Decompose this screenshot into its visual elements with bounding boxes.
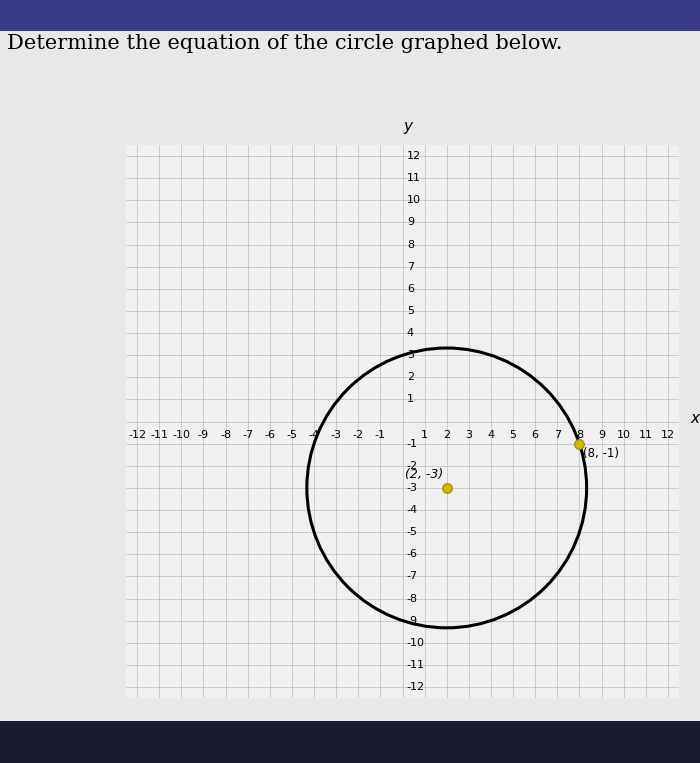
Text: 5: 5 <box>407 306 414 316</box>
Text: 1: 1 <box>407 394 414 404</box>
Text: -2: -2 <box>353 430 364 440</box>
Text: 11: 11 <box>407 173 421 183</box>
Text: 1: 1 <box>421 430 428 440</box>
Text: 2: 2 <box>443 430 450 440</box>
Text: 10: 10 <box>407 195 421 205</box>
Text: -5: -5 <box>407 527 418 537</box>
Text: -10: -10 <box>407 638 425 648</box>
Text: -8: -8 <box>220 430 231 440</box>
Text: 3: 3 <box>466 430 472 440</box>
Text: 10: 10 <box>617 430 631 440</box>
Text: -11: -11 <box>407 660 425 670</box>
Text: -3: -3 <box>330 430 342 440</box>
Text: -12: -12 <box>128 430 146 440</box>
Text: 8: 8 <box>407 240 414 250</box>
Text: (8, -1): (8, -1) <box>583 447 619 460</box>
Text: 9: 9 <box>598 430 605 440</box>
Text: -1: -1 <box>407 439 418 449</box>
Text: 12: 12 <box>407 151 421 161</box>
Text: 9: 9 <box>407 217 414 227</box>
Text: -12: -12 <box>407 682 425 692</box>
Text: -7: -7 <box>407 571 418 581</box>
Text: -9: -9 <box>407 616 418 626</box>
Text: 8: 8 <box>576 430 583 440</box>
Text: -4: -4 <box>407 505 418 515</box>
Text: 11: 11 <box>639 430 653 440</box>
Text: 7: 7 <box>407 262 414 272</box>
Text: 6: 6 <box>407 284 414 294</box>
Text: 2: 2 <box>407 372 414 382</box>
Text: -6: -6 <box>265 430 275 440</box>
Text: 7: 7 <box>554 430 561 440</box>
Text: 4: 4 <box>407 328 414 338</box>
Text: -2: -2 <box>407 461 418 471</box>
Text: -7: -7 <box>242 430 253 440</box>
Text: -6: -6 <box>407 549 418 559</box>
Text: -8: -8 <box>407 594 418 604</box>
Text: 12: 12 <box>661 430 675 440</box>
Text: -3: -3 <box>407 483 418 493</box>
Text: Determine the equation of the circle graphed below.: Determine the equation of the circle gra… <box>7 34 563 53</box>
Text: 4: 4 <box>487 430 494 440</box>
Text: 6: 6 <box>532 430 539 440</box>
Text: x: x <box>690 410 699 426</box>
Text: -11: -11 <box>150 430 168 440</box>
Text: -9: -9 <box>198 430 209 440</box>
Text: -4: -4 <box>309 430 320 440</box>
Text: -1: -1 <box>375 430 386 440</box>
Text: 3: 3 <box>407 350 414 360</box>
Text: -5: -5 <box>286 430 297 440</box>
Text: y: y <box>403 119 412 134</box>
Text: 5: 5 <box>510 430 517 440</box>
Text: -10: -10 <box>172 430 190 440</box>
Text: (2, -3): (2, -3) <box>405 468 443 481</box>
